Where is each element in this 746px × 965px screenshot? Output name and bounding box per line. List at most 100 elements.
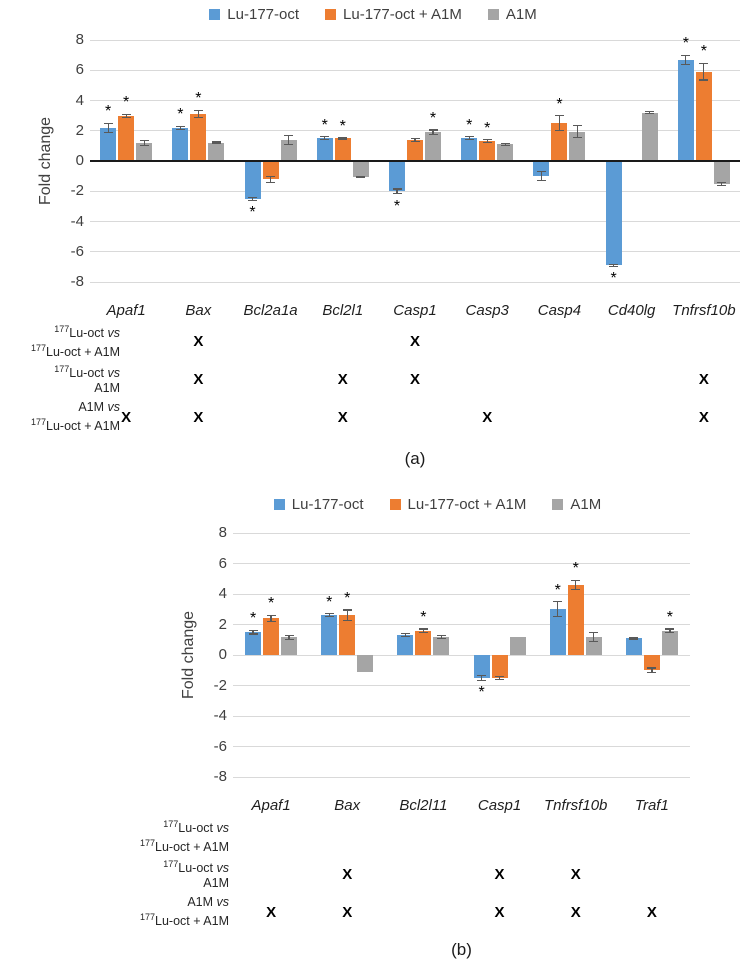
error-bar-cap bbox=[571, 579, 581, 581]
chart-panel-a: Fold change 8 6 4 2 0 -2 -4 -6 -8 * * * * * * * * * * * * * *… bbox=[0, 31, 746, 290]
comparison-row-label: 177Lu-oct vs 177Lu-oct + A1M bbox=[30, 323, 120, 360]
error-bar-cap bbox=[211, 141, 221, 143]
significance-star: * bbox=[610, 270, 617, 288]
error-bar bbox=[251, 197, 254, 201]
significance-star: * bbox=[104, 103, 112, 121]
y-tick-label: -8 bbox=[213, 768, 227, 785]
error-bar-cap bbox=[139, 139, 149, 142]
comparison-row-a-1: 177Lu-oct vs A1M X X X X bbox=[0, 360, 746, 398]
gridline bbox=[233, 532, 690, 534]
y-tick-label: 8 bbox=[218, 524, 227, 541]
bar-Lu-177-oct+A1M-Tnfrsf10b bbox=[695, 71, 712, 161]
error-bar-cap bbox=[121, 113, 131, 115]
error-bar bbox=[432, 129, 434, 135]
legend-label: Lu-177-oct + A1M bbox=[343, 5, 462, 23]
bar-Lu-177-oct+A1M-Tnfrsf10b bbox=[567, 584, 584, 655]
error-bar bbox=[575, 580, 577, 590]
error-bar-cap bbox=[645, 113, 655, 115]
error-bar-cap bbox=[284, 134, 294, 136]
error-bar bbox=[269, 176, 272, 183]
error-bar-cap bbox=[495, 678, 505, 680]
comparison-mark: X bbox=[193, 408, 204, 426]
error-bar-cap bbox=[266, 614, 276, 616]
error-bar-cap bbox=[571, 588, 581, 590]
error-bar bbox=[270, 615, 272, 622]
error-bar bbox=[486, 139, 488, 143]
x-category-label: Tnfrsf10b bbox=[672, 302, 736, 319]
significance-star: * bbox=[682, 35, 689, 53]
comparison-row-b-1: 177Lu-oct vs A1M X X X bbox=[0, 855, 746, 893]
error-bar-cap bbox=[464, 139, 474, 141]
error-bar-cap bbox=[410, 137, 420, 139]
bar-Lu-177-oct-Casp3 bbox=[461, 138, 478, 161]
error-bar-cap bbox=[717, 181, 727, 183]
error-bar-cap bbox=[392, 192, 402, 195]
y-tick-label: 4 bbox=[218, 585, 227, 602]
legend-label: Lu-177-oct + A1M bbox=[407, 495, 527, 513]
bar-Lu-177-oct+A1M-Casp3 bbox=[479, 141, 496, 161]
error-bar bbox=[107, 123, 109, 133]
error-bar bbox=[125, 114, 127, 118]
error-bar-cap bbox=[266, 181, 276, 183]
error-bar-cap bbox=[103, 131, 113, 133]
bar-Lu-177-oct+A1M-Apaf1 bbox=[118, 115, 135, 161]
error-bar-cap bbox=[536, 180, 546, 182]
bar-Lu-177-oct-Bax bbox=[321, 615, 338, 655]
error-bar-cap bbox=[418, 631, 428, 633]
comparison-mark: X bbox=[409, 332, 420, 350]
legend-item-b-2: A1M bbox=[552, 496, 601, 513]
error-bar-cap bbox=[572, 136, 582, 139]
y-tick-label: -2 bbox=[70, 182, 84, 200]
bar-A1M-Casp1 bbox=[509, 636, 526, 655]
error-bar bbox=[288, 635, 290, 640]
bar-Lu-177-oct-Casp1 bbox=[389, 161, 405, 192]
error-bar bbox=[669, 629, 671, 633]
error-bar bbox=[593, 632, 595, 642]
error-bar bbox=[422, 629, 424, 633]
gridline bbox=[233, 776, 690, 778]
legend-label: Lu-177-oct bbox=[227, 5, 300, 23]
comparison-mark: X bbox=[494, 903, 505, 921]
comparison-row-label: 177Lu-oct vs A1M bbox=[54, 363, 120, 396]
bar-A1M-Bcl2l11 bbox=[433, 636, 450, 655]
comparison-row-label: 177Lu-oct vs 177Lu-oct + A1M bbox=[139, 818, 229, 855]
bar-Lu-177-oct+A1M-Apaf1 bbox=[263, 618, 280, 655]
error-bar-cap bbox=[681, 63, 691, 65]
error-bar-cap bbox=[500, 144, 510, 146]
error-bar bbox=[540, 171, 543, 181]
bar-Lu-177-oct-Apaf1 bbox=[100, 127, 117, 161]
error-bar bbox=[215, 142, 217, 144]
error-bar-cap bbox=[284, 143, 294, 145]
comparison-mark: X bbox=[646, 903, 657, 921]
y-tick-label: -6 bbox=[213, 737, 227, 755]
significance-star: * bbox=[177, 106, 184, 124]
plot-area-b: * * * * * * * * * bbox=[233, 532, 690, 778]
error-bar-cap bbox=[428, 129, 438, 131]
x-category-label: Casp4 bbox=[537, 302, 582, 319]
bar-Lu-177-oct-Tnfrsf10b bbox=[549, 609, 566, 655]
x-category-label: Bax bbox=[334, 797, 361, 814]
error-bar-cap bbox=[495, 675, 505, 677]
significance-star: * bbox=[393, 197, 401, 215]
legend-item-b-1: Lu-177-oct + A1M bbox=[389, 495, 527, 513]
legend-swatch-icon bbox=[325, 8, 337, 20]
comparison-mark: X bbox=[342, 865, 353, 883]
error-bar-cap bbox=[554, 130, 564, 132]
error-bar bbox=[179, 126, 181, 130]
gridline bbox=[90, 69, 740, 71]
bar-Lu-177-oct+A1M-Casp1 bbox=[491, 655, 508, 678]
error-bar-cap bbox=[647, 671, 657, 674]
comparison-row-a-0: 177Lu-oct vs 177Lu-oct + A1M X X bbox=[0, 322, 746, 360]
error-bar-cap bbox=[410, 140, 420, 142]
error-bar bbox=[468, 136, 470, 140]
bar-Lu-177-oct-Bax bbox=[172, 127, 189, 161]
error-bar-cap bbox=[248, 199, 258, 201]
error-bar bbox=[440, 635, 442, 639]
bar-A1M-Apaf1 bbox=[136, 142, 153, 161]
gridline bbox=[90, 100, 740, 101]
bar-Lu-177-oct+A1M-Bcl2l11 bbox=[415, 630, 432, 655]
error-bar-cap bbox=[400, 633, 410, 635]
error-bar-cap bbox=[320, 139, 330, 141]
x-category-label: Bax bbox=[185, 302, 212, 319]
error-bar-cap bbox=[266, 620, 276, 623]
